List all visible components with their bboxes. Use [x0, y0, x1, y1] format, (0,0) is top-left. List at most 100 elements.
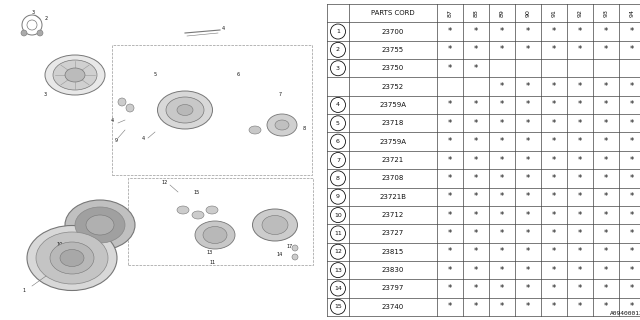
Text: *: *: [552, 192, 556, 201]
Text: 23708: 23708: [382, 175, 404, 181]
Ellipse shape: [253, 209, 298, 241]
Text: *: *: [500, 284, 504, 293]
Text: *: *: [552, 100, 556, 109]
Text: *: *: [552, 247, 556, 256]
Ellipse shape: [157, 91, 212, 129]
Ellipse shape: [75, 207, 125, 243]
Text: *: *: [500, 229, 504, 238]
Text: 23759A: 23759A: [380, 102, 406, 108]
Text: *: *: [500, 302, 504, 311]
Text: *: *: [526, 284, 530, 293]
Text: *: *: [448, 45, 452, 54]
Text: 6: 6: [336, 139, 340, 144]
Ellipse shape: [166, 97, 204, 123]
Text: *: *: [604, 174, 608, 183]
Text: *: *: [474, 45, 478, 54]
Text: 23740: 23740: [382, 304, 404, 310]
Ellipse shape: [50, 242, 94, 274]
Text: *: *: [630, 119, 634, 128]
Text: *: *: [500, 266, 504, 275]
Text: *: *: [448, 284, 452, 293]
Text: 1: 1: [22, 287, 26, 292]
Text: *: *: [630, 266, 634, 275]
Text: 17: 17: [287, 244, 293, 250]
Text: *: *: [474, 284, 478, 293]
Text: 8: 8: [303, 125, 305, 131]
Ellipse shape: [27, 226, 117, 291]
Circle shape: [37, 30, 43, 36]
Bar: [128, 178, 313, 265]
Text: 23752: 23752: [382, 84, 404, 90]
Text: *: *: [526, 119, 530, 128]
Text: 23815: 23815: [382, 249, 404, 255]
Text: *: *: [604, 211, 608, 220]
Text: 4: 4: [111, 117, 113, 123]
Text: 23759A: 23759A: [380, 139, 406, 145]
Text: *: *: [474, 100, 478, 109]
Text: *: *: [630, 284, 634, 293]
Text: 12: 12: [162, 180, 168, 186]
Text: *: *: [526, 156, 530, 164]
Text: *: *: [552, 119, 556, 128]
Text: *: *: [448, 27, 452, 36]
Text: *: *: [526, 100, 530, 109]
Text: *: *: [630, 302, 634, 311]
Text: *: *: [604, 45, 608, 54]
Text: 23718: 23718: [382, 120, 404, 126]
Ellipse shape: [86, 215, 114, 235]
Text: *: *: [500, 137, 504, 146]
Text: 2: 2: [44, 17, 47, 21]
Text: *: *: [448, 302, 452, 311]
Ellipse shape: [177, 206, 189, 214]
Ellipse shape: [206, 206, 218, 214]
Text: 4: 4: [141, 135, 145, 140]
Text: *: *: [552, 284, 556, 293]
Ellipse shape: [203, 227, 227, 244]
Text: 10: 10: [57, 243, 63, 247]
Text: *: *: [500, 211, 504, 220]
Text: *: *: [604, 192, 608, 201]
Text: *: *: [578, 100, 582, 109]
Text: 6: 6: [236, 73, 239, 77]
Circle shape: [118, 98, 126, 106]
Text: A094000134: A094000134: [609, 311, 640, 316]
Text: *: *: [474, 119, 478, 128]
Text: *: *: [526, 302, 530, 311]
Text: *: *: [448, 119, 452, 128]
Text: *: *: [552, 302, 556, 311]
Text: *: *: [526, 27, 530, 36]
Text: 7: 7: [278, 92, 282, 98]
Text: *: *: [630, 45, 634, 54]
Text: *: *: [630, 137, 634, 146]
Text: *: *: [500, 174, 504, 183]
Text: *: *: [630, 211, 634, 220]
Circle shape: [126, 104, 134, 112]
Text: *: *: [552, 27, 556, 36]
Text: *: *: [578, 45, 582, 54]
Text: *: *: [552, 174, 556, 183]
Text: *: *: [630, 229, 634, 238]
Text: *: *: [578, 229, 582, 238]
Text: 3: 3: [31, 11, 35, 15]
Ellipse shape: [275, 120, 289, 130]
Text: *: *: [630, 247, 634, 256]
Text: *: *: [448, 192, 452, 201]
Text: *: *: [500, 247, 504, 256]
Text: *: *: [604, 100, 608, 109]
Text: *: *: [552, 156, 556, 164]
Text: *: *: [604, 27, 608, 36]
Text: *: *: [500, 192, 504, 201]
Text: 9: 9: [115, 138, 118, 142]
Text: *: *: [552, 229, 556, 238]
Text: 91: 91: [552, 9, 557, 17]
Text: *: *: [526, 229, 530, 238]
Text: *: *: [526, 266, 530, 275]
Text: 4: 4: [221, 26, 225, 30]
Text: *: *: [630, 192, 634, 201]
Text: *: *: [578, 27, 582, 36]
Ellipse shape: [60, 250, 84, 267]
Text: *: *: [552, 211, 556, 220]
Text: *: *: [604, 247, 608, 256]
Text: 10: 10: [334, 212, 342, 218]
Text: 23700: 23700: [382, 28, 404, 35]
